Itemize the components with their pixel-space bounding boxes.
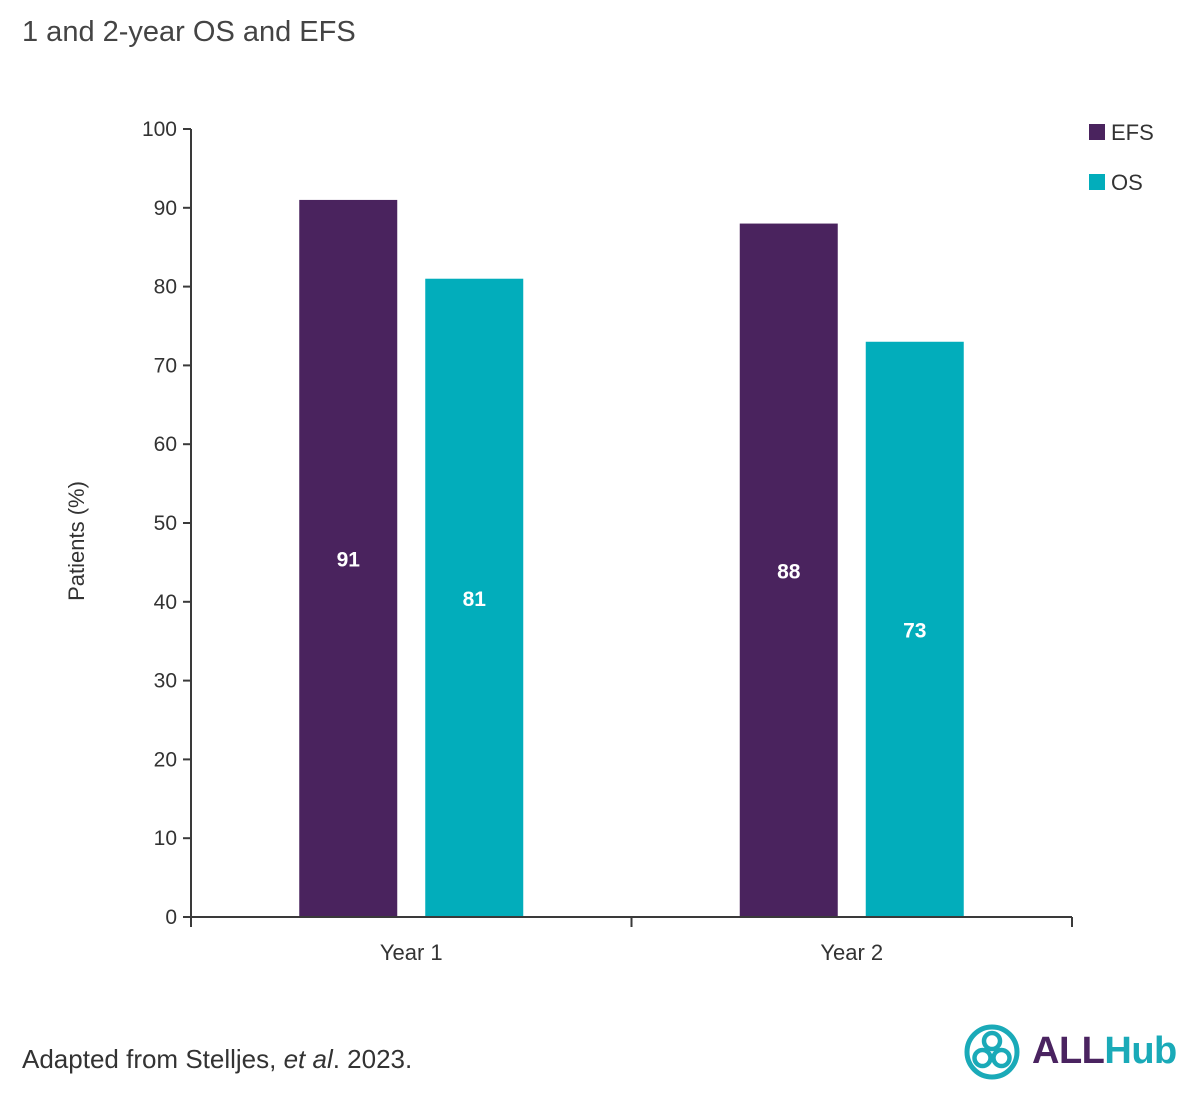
allhub-logo: ALLHub xyxy=(962,1022,1194,1082)
bar-os-2 xyxy=(865,341,964,917)
bar-data-labels: 91 81 88 73 xyxy=(337,548,927,642)
data-label-os-1: 81 xyxy=(463,588,487,611)
y-tick-label: 30 xyxy=(154,670,177,693)
y-tick-label: 90 xyxy=(154,197,177,220)
logo-text-hub: Hub xyxy=(1104,1030,1177,1072)
bar-chart: Patients (%) 0 10 20 30 40 50 60 70 80 90 100 91 81… xyxy=(64,118,1154,965)
footnote-italic: et al xyxy=(283,1044,333,1074)
x-tick-label: Year 2 xyxy=(820,940,883,965)
y-axis-label-group: Patients (%) xyxy=(64,481,89,601)
bar-efs-1 xyxy=(299,199,398,918)
allhub-logo-text: ALLHub xyxy=(1032,1030,1177,1073)
y-axis-ticks: 0 10 20 30 40 50 60 70 80 90 100 xyxy=(142,118,191,929)
allhub-logo-icon xyxy=(964,1024,1020,1080)
chart-title: 1 and 2-year OS and EFS xyxy=(22,16,356,48)
bar-efs-2 xyxy=(739,223,838,917)
legend-label-efs: EFS xyxy=(1111,120,1154,145)
y-tick-label: 70 xyxy=(154,354,177,377)
y-tick-label: 60 xyxy=(154,433,177,456)
y-tick-label: 40 xyxy=(154,591,177,614)
legend-swatch-efs xyxy=(1089,124,1105,140)
y-tick-label: 50 xyxy=(154,512,177,535)
y-tick-label: 80 xyxy=(154,276,177,299)
bar-os-1 xyxy=(425,278,524,918)
data-label-efs-2: 88 xyxy=(777,560,801,583)
footnote-suffix: . 2023. xyxy=(332,1044,413,1074)
y-tick-label: 20 xyxy=(154,748,177,771)
x-tick-label: Year 1 xyxy=(380,940,443,965)
legend: EFS OS xyxy=(1089,120,1154,195)
source-footnote: Adapted from Stelljes, et al. 2023. xyxy=(22,1044,412,1075)
bars xyxy=(299,199,964,918)
data-label-os-2: 73 xyxy=(903,619,926,642)
x-axis-ticks: Year 1 Year 2 xyxy=(190,917,1073,965)
y-tick-label: 100 xyxy=(142,118,177,141)
y-tick-label: 10 xyxy=(154,827,177,850)
footnote-prefix: Adapted from Stelljes, xyxy=(22,1044,284,1074)
y-tick-label: 0 xyxy=(165,906,177,929)
y-axis-title: Patients (%) xyxy=(64,481,89,601)
data-label-efs-1: 91 xyxy=(337,548,361,571)
legend-label-os: OS xyxy=(1111,170,1143,195)
legend-swatch-os xyxy=(1089,174,1105,190)
logo-text-all: ALL xyxy=(1032,1030,1105,1072)
